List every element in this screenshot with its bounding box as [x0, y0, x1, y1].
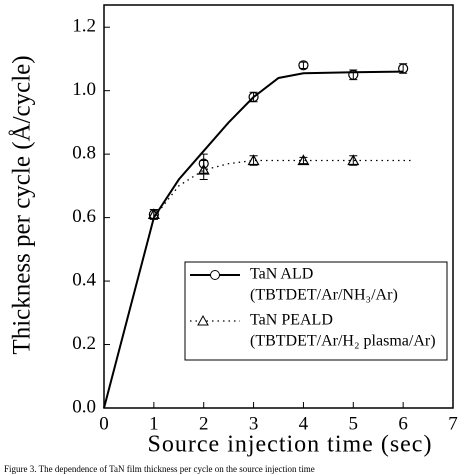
legend-marker	[210, 270, 220, 280]
legend-detail: (TBTDET/Ar/NH₃/Ar)	[250, 287, 398, 304]
y-tick-label: 0.2	[72, 333, 96, 354]
x-tick-label: 1	[149, 413, 159, 434]
y-tick-label: 0.0	[72, 396, 96, 417]
fit-line	[103, 70, 404, 409]
legend-detail: (TBTDET/Ar/H₂ plasma/Ar)	[250, 333, 436, 350]
caption: Figure 3. The dependence of TaN film thi…	[4, 464, 315, 474]
y-tick-label: 1.0	[72, 79, 96, 100]
x-tick-label: 2	[199, 413, 209, 434]
marker	[298, 60, 309, 71]
plot-frame	[103, 4, 454, 409]
marker	[297, 154, 310, 166]
marker	[248, 91, 259, 103]
marker	[348, 69, 359, 80]
legend-label: TaN PEALD	[250, 312, 333, 329]
x-tick-label: 6	[398, 413, 408, 434]
x-tick-label: 7	[448, 413, 458, 434]
x-tick-label: 4	[299, 413, 309, 434]
legend-label: TaN ALD	[250, 266, 313, 283]
y-tick-label: 1.2	[72, 16, 96, 37]
error-bar	[299, 156, 308, 165]
marker	[247, 154, 260, 166]
y-tick-label: 0.4	[72, 269, 96, 290]
y-axis-label: Thickness per cycle (Å/cycle)	[9, 55, 36, 354]
y-tick-label: 0.8	[72, 143, 96, 164]
marker	[398, 63, 409, 74]
y-tick-label: 0.6	[72, 206, 96, 227]
marker	[347, 154, 360, 166]
x-tick-label: 3	[249, 413, 259, 434]
error-bar	[199, 159, 208, 181]
x-tick-label: 0	[99, 413, 109, 434]
x-axis-label: Source injection time (sec)	[148, 432, 433, 458]
marker	[197, 163, 210, 175]
error-bar	[299, 61, 308, 69]
x-tick-label: 5	[349, 413, 359, 434]
legend-marker	[197, 314, 209, 326]
legend	[184, 261, 448, 361]
marker	[147, 208, 160, 220]
